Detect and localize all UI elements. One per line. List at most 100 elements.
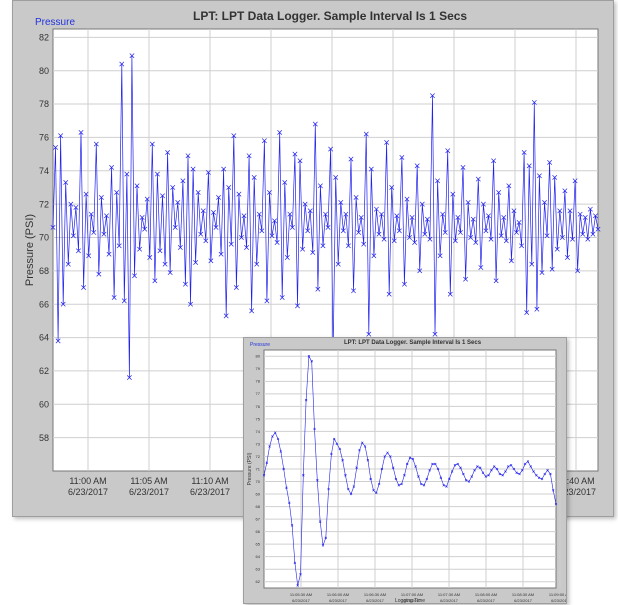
inset-data-point bbox=[450, 470, 454, 473]
main-x-tick-date: 6/23/2017 bbox=[129, 487, 169, 497]
main-data-point bbox=[521, 149, 527, 155]
inset-data-point bbox=[386, 451, 389, 454]
main-data-point bbox=[292, 151, 298, 157]
main-data-point bbox=[348, 156, 354, 162]
inset-y-tick-label: 75 bbox=[256, 416, 261, 421]
inset-data-point bbox=[490, 469, 493, 472]
main-y-tick-label: 68 bbox=[39, 266, 49, 276]
inset-y-tick-label: 73 bbox=[256, 441, 261, 446]
main-data-point bbox=[284, 255, 290, 260]
main-data-point bbox=[58, 133, 64, 139]
inset-data-point bbox=[288, 501, 291, 505]
inset-data-point bbox=[439, 476, 443, 479]
main-data-point bbox=[547, 159, 553, 165]
inset-data-point bbox=[397, 484, 400, 487]
inset-data-point bbox=[279, 450, 283, 453]
main-data-point bbox=[152, 278, 158, 284]
main-data-point bbox=[165, 149, 171, 155]
main-data-point bbox=[129, 53, 135, 59]
inset-data-point bbox=[428, 469, 431, 472]
main-data-point bbox=[310, 250, 316, 255]
main-data-point bbox=[386, 291, 392, 297]
main-data-point bbox=[338, 200, 344, 205]
main-data-point bbox=[575, 268, 581, 274]
inset-x-tick-time: 11:07:00 AM bbox=[401, 592, 423, 597]
inset-y-tick-label: 63 bbox=[256, 567, 261, 572]
main-data-point bbox=[78, 129, 84, 135]
inset-series-label: Pressure bbox=[250, 342, 271, 348]
inset-x-tick-time: 11:06:00 AM bbox=[327, 592, 349, 597]
inset-data-point bbox=[408, 456, 412, 459]
main-data-point bbox=[519, 243, 525, 249]
main-data-point bbox=[407, 235, 412, 240]
main-data-point bbox=[424, 216, 430, 222]
main-data-point bbox=[580, 231, 586, 237]
main-data-point bbox=[534, 306, 540, 312]
main-data-point bbox=[501, 215, 507, 220]
main-data-point bbox=[167, 270, 173, 275]
main-data-point bbox=[73, 205, 79, 210]
inset-data-point bbox=[293, 561, 297, 565]
main-data-point bbox=[149, 141, 155, 147]
main-data-point bbox=[529, 261, 535, 267]
main-x-tick-time: 11:10 AM bbox=[191, 476, 228, 486]
main-data-point bbox=[267, 190, 272, 195]
inset-y-tick-label: 70 bbox=[256, 479, 261, 484]
inset-x-tick-date: 6/23/2017 bbox=[514, 598, 533, 603]
inset-data-point bbox=[459, 466, 462, 469]
main-data-point bbox=[368, 166, 374, 172]
main-data-point bbox=[480, 201, 486, 207]
main-data-point bbox=[458, 230, 463, 235]
inset-data-point bbox=[369, 477, 372, 481]
inset-data-point bbox=[316, 479, 319, 482]
main-data-point bbox=[277, 129, 283, 135]
main-data-point bbox=[340, 228, 346, 234]
main-data-point bbox=[498, 233, 504, 239]
main-data-point bbox=[450, 191, 456, 197]
inset-data-point bbox=[265, 461, 269, 464]
main-data-point bbox=[170, 185, 176, 190]
inset-x-tick-date: 6/23/2017 bbox=[403, 598, 422, 603]
inset-chart-svg: 62 63 64 65 66 67 68 69 70 71 72 73 74 75 76 77 78 79 80 11… bbox=[247, 349, 566, 603]
main-chart-title: LPT: LPT Data Logger. Sample Interval Is… bbox=[193, 9, 468, 23]
main-data-point bbox=[55, 338, 61, 344]
main-series-label: Pressure bbox=[35, 17, 76, 28]
main-data-point bbox=[297, 158, 303, 164]
main-data-point bbox=[172, 225, 178, 230]
main-data-point bbox=[379, 211, 384, 217]
main-data-point bbox=[432, 331, 438, 337]
inset-data-point bbox=[335, 442, 339, 446]
main-data-point bbox=[88, 211, 94, 217]
inset-data-point bbox=[515, 471, 518, 474]
inset-y-tick-label: 72 bbox=[256, 454, 261, 459]
inset-y-tick-label: 76 bbox=[256, 404, 261, 409]
inset-data-point bbox=[467, 480, 471, 483]
inset-data-point bbox=[411, 457, 415, 461]
main-chart-panel: Pressure LPT: LPT Data Logger. Sample In… bbox=[12, 0, 614, 517]
inset-chart-title: LPT: LPT Data Logger. Sample Interval Is… bbox=[344, 340, 482, 346]
inset-data-point bbox=[304, 398, 308, 402]
main-data-point bbox=[323, 211, 328, 217]
inset-data-point bbox=[377, 482, 381, 486]
main-data-point bbox=[593, 213, 598, 219]
inset-y-tick-label: 74 bbox=[256, 429, 261, 434]
inset-data-point bbox=[358, 448, 361, 452]
main-data-point bbox=[419, 201, 425, 207]
main-data-point bbox=[70, 233, 76, 239]
inset-x-tick-date: 6/23/2017 bbox=[292, 598, 311, 603]
main-data-point bbox=[139, 215, 145, 220]
main-data-point bbox=[101, 231, 107, 237]
main-data-point bbox=[452, 238, 458, 244]
main-data-point bbox=[114, 190, 120, 195]
inset-data-point bbox=[464, 479, 468, 482]
main-data-point bbox=[412, 240, 418, 245]
main-data-point bbox=[249, 308, 255, 314]
main-data-point bbox=[188, 301, 193, 307]
main-y-axis-label: Pressure (PSI) bbox=[24, 214, 36, 286]
main-data-point bbox=[244, 245, 249, 250]
main-data-point bbox=[98, 195, 104, 200]
inset-data-point bbox=[512, 467, 516, 471]
main-data-point bbox=[356, 230, 362, 235]
inset-data-point bbox=[347, 487, 350, 491]
inset-data-point bbox=[290, 524, 294, 527]
